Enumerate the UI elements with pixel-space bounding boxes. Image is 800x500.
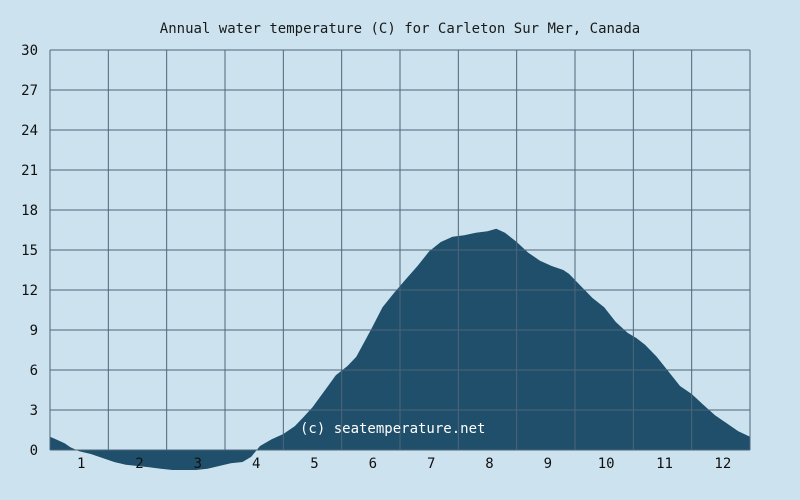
y-tick-label: 24 [21, 123, 38, 139]
x-tick-label: 6 [369, 456, 377, 472]
y-tick-label: 30 [21, 43, 38, 59]
chart-title: Annual water temperature (C) for Carleto… [160, 21, 640, 37]
y-tick-label: 12 [21, 283, 38, 299]
x-tick-labels: 1 2 3 4 5 6 7 8 9 10 11 12 [77, 456, 731, 472]
x-tick-label: 9 [544, 456, 552, 472]
y-tick-label: 18 [21, 203, 38, 219]
y-tick-labels: 0 3 6 9 12 15 18 21 24 27 30 [21, 43, 38, 459]
y-tick-label: 6 [30, 363, 38, 379]
x-tick-label: 10 [598, 456, 615, 472]
y-tick-label: 9 [30, 323, 38, 339]
x-tick-label: 5 [310, 456, 318, 472]
x-tick-label: 4 [252, 456, 260, 472]
x-tick-label: 2 [135, 456, 143, 472]
x-tick-label: 7 [427, 456, 435, 472]
y-tick-label: 21 [21, 163, 38, 179]
x-tick-label: 8 [485, 456, 493, 472]
watermark-text: (c) seatemperature.net [300, 421, 485, 437]
x-tick-label: 3 [194, 456, 202, 472]
y-tick-label: 27 [21, 83, 38, 99]
y-tick-label: 15 [21, 243, 38, 259]
grid-layer [49, 49, 751, 451]
y-tick-label: 3 [30, 403, 38, 419]
x-tick-label: 1 [77, 456, 85, 472]
x-tick-label: 12 [714, 456, 731, 472]
x-tick-label: 11 [656, 456, 673, 472]
y-tick-label: 0 [30, 443, 38, 459]
